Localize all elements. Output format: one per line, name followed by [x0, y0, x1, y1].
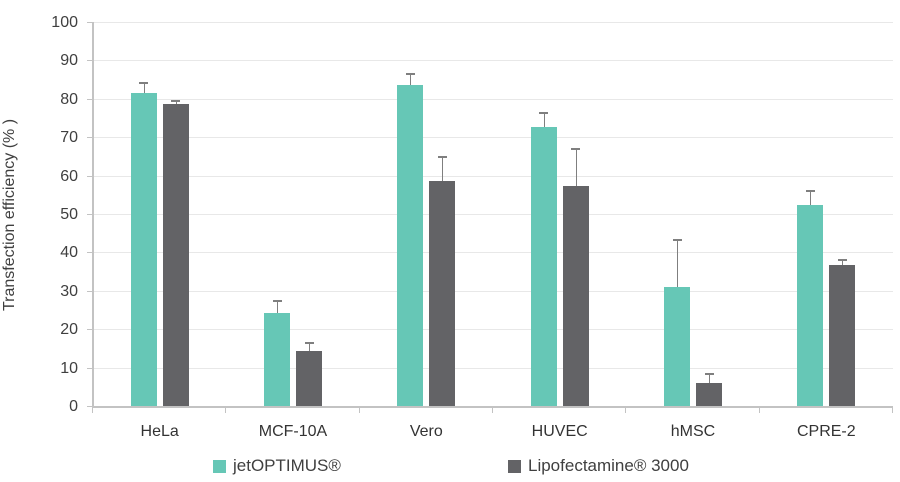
error-cap-CPRE-2-s1 — [837, 259, 847, 262]
gridline-30 — [93, 290, 893, 292]
gridline-20 — [93, 329, 893, 331]
error-bar-HeLa-s1 — [175, 100, 177, 104]
y-tick-label-20: 20 — [60, 321, 78, 339]
legend-label-lipofectamine: Lipofectamine® 3000 — [528, 456, 689, 475]
gridline-70 — [93, 137, 893, 139]
error-bar-Vero-s1 — [442, 156, 444, 181]
error-bar-HUVEC-s1 — [575, 149, 577, 186]
bar-lipofectamine3000-MCF-10A — [296, 351, 322, 406]
error-cap-HeLa-s1 — [171, 99, 181, 102]
error-bar-MCF-10A-s1 — [309, 343, 310, 352]
y-tick-30 — [87, 290, 93, 292]
x-tick-3 — [492, 406, 493, 413]
error-cap-MCF-10A-s1 — [304, 342, 314, 345]
error-cap-HUVEC-s0 — [539, 112, 549, 114]
y-tick-label-40: 40 — [60, 244, 78, 262]
bar-jetoptimus-CPRE-2 — [797, 205, 824, 406]
y-tick-60 — [87, 175, 93, 177]
legend-item-lipofectamine: Lipofectamine® 3000 — [508, 454, 689, 478]
error-cap-hMSC-s0 — [672, 238, 682, 241]
y-tick-label-0: 0 — [69, 398, 78, 415]
bar-jetoptimus-MCF-10A — [264, 313, 290, 406]
y-tick-label-100: 100 — [51, 14, 78, 31]
x-tick-2 — [358, 406, 360, 413]
bar-jetoptimus-HeLa — [130, 92, 157, 406]
error-bar-HeLa-s0 — [143, 83, 145, 93]
error-cap-Vero-s0 — [405, 72, 415, 75]
y-tick-10 — [87, 367, 93, 369]
gridline-10 — [93, 367, 893, 369]
legend-label-jetoptimus: jetOPTIMUS® — [233, 456, 341, 475]
gridline-40 — [93, 252, 893, 254]
gridline-90 — [93, 60, 893, 62]
y-tick-label-80: 80 — [60, 90, 78, 108]
error-cap-Vero-s1 — [437, 155, 447, 158]
category-label-hMSC: hMSC — [670, 423, 716, 440]
bar-lipofectamine3000-CPRE-2 — [829, 265, 856, 406]
error-cap-MCF-10A-s0 — [272, 300, 282, 303]
y-tick-40 — [87, 252, 93, 254]
error-cap-hMSC-s1 — [704, 372, 714, 375]
y-tick-20 — [87, 329, 93, 331]
bar-lipofectamine3000-hMSC — [696, 382, 722, 406]
y-axis-title: Transfection efficiency (% ) — [1, 118, 18, 312]
gridline-80 — [93, 98, 893, 100]
y-tick-50 — [87, 214, 93, 215]
error-bar-CPRE-2-s1 — [842, 260, 844, 266]
y-axis-line — [92, 22, 94, 407]
category-label-CPRE-2: CPRE-2 — [796, 423, 856, 440]
y-tick-label-10: 10 — [60, 359, 78, 377]
y-tick-label-70: 70 — [60, 129, 78, 147]
y-tick-90 — [87, 60, 93, 62]
y-tick-label-30: 30 — [60, 282, 78, 300]
error-bar-Vero-s0 — [410, 73, 412, 85]
bar-jetoptimus-HUVEC — [530, 126, 557, 406]
gridline-50 — [93, 214, 893, 215]
x-tick-1 — [225, 406, 227, 413]
y-tick-70 — [87, 137, 93, 139]
y-tick-label-90: 90 — [60, 52, 78, 70]
legend-swatch-jetoptimus — [213, 459, 226, 473]
gridline-100 — [93, 22, 893, 23]
bar-lipofectamine3000-HUVEC — [562, 185, 589, 406]
legend-item-jetoptimus: jetOPTIMUS® — [213, 454, 341, 478]
x-tick-4 — [625, 406, 627, 413]
error-cap-HUVEC-s1 — [571, 148, 581, 151]
x-tick-5 — [758, 406, 760, 413]
x-tick-6 — [892, 406, 893, 413]
error-cap-CPRE-2-s0 — [805, 189, 815, 192]
category-label-HeLa: HeLa — [140, 423, 179, 440]
error-bar-hMSC-s1 — [709, 373, 710, 383]
y-tick-100 — [87, 22, 93, 23]
x-tick-0 — [92, 406, 93, 413]
legend-swatch-lipofectamine — [508, 459, 521, 473]
y-tick-label-60: 60 — [60, 167, 78, 185]
y-tick-80 — [87, 98, 93, 100]
bar-lipofectamine3000-Vero — [429, 180, 456, 406]
error-bar-MCF-10A-s0 — [277, 301, 278, 314]
error-cap-HeLa-s0 — [139, 82, 149, 85]
gridline-60 — [93, 175, 893, 177]
category-label-HUVEC: HUVEC — [531, 423, 588, 440]
error-bar-CPRE-2-s0 — [810, 190, 812, 206]
error-bar-hMSC-s0 — [677, 239, 678, 287]
category-label-MCF-10A: MCF-10A — [258, 423, 328, 440]
category-label-Vero: Vero — [409, 423, 443, 440]
error-bar-HUVEC-s0 — [543, 113, 545, 127]
bar-lipofectamine3000-HeLa — [162, 103, 189, 406]
y-tick-label-50: 50 — [60, 206, 78, 223]
bar-jetoptimus-hMSC — [664, 286, 690, 406]
y-tick-0 — [87, 406, 93, 407]
bar-jetoptimus-Vero — [397, 84, 424, 406]
